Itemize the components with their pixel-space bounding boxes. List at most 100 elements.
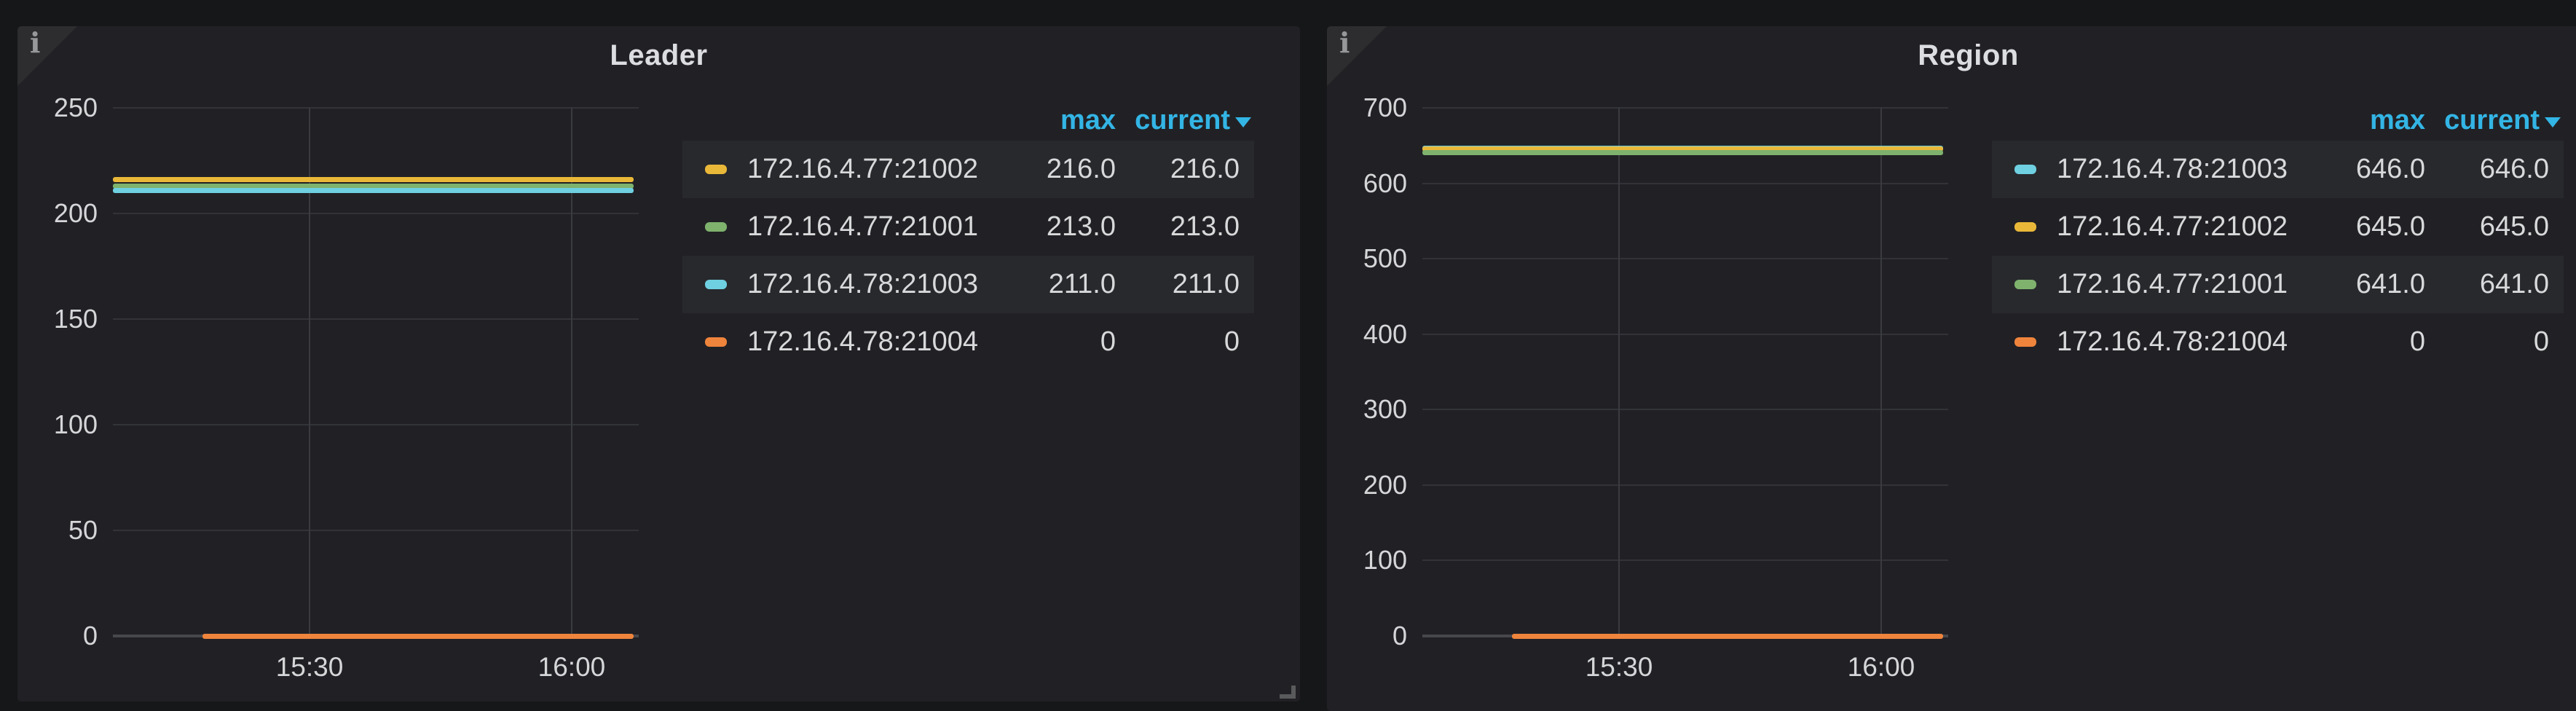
y-axis-tick-label: 200 <box>53 198 98 228</box>
legend-sort-column-current[interactable]: current <box>2425 105 2561 136</box>
legend-max-value: 0 <box>2409 326 2425 357</box>
grid-line-horizontal <box>1422 559 1948 562</box>
legend: max current 172.16.4.77:21002 216.0 216.0 172… <box>682 102 1254 371</box>
legend-sort-column-max[interactable]: max <box>1060 104 1116 135</box>
y-axis-tick-label: 0 <box>1392 621 1407 651</box>
grid-line-horizontal <box>113 424 639 425</box>
legend-current-value: 641.0 <box>2479 269 2549 299</box>
series-line <box>1422 146 1943 152</box>
grid-line-horizontal <box>1422 258 1948 260</box>
legend-series-swatch[interactable] <box>705 280 727 289</box>
legend-series-swatch[interactable] <box>705 222 727 232</box>
grid-line-horizontal <box>1422 484 1948 486</box>
legend-sort-column-max[interactable]: max <box>2369 104 2425 135</box>
legend-current-value: 216.0 <box>1170 154 1240 184</box>
series-line <box>113 187 634 193</box>
legend-max-value: 646.0 <box>2355 154 2425 184</box>
legend-series-swatch[interactable] <box>2014 222 2036 232</box>
panel-title[interactable]: Leader <box>610 39 708 71</box>
grid-line-vertical <box>1880 108 1882 636</box>
legend-current-value: 0 <box>1224 326 1240 357</box>
legend-row: 172.16.4.77:21002 645.0 645.0 <box>1992 198 2564 256</box>
series-line <box>113 177 634 183</box>
legend-max-value: 641.0 <box>2355 269 2425 299</box>
grid-line-horizontal <box>113 530 639 531</box>
grid-line-vertical <box>570 108 572 636</box>
y-axis-tick-label: 150 <box>53 304 98 334</box>
legend-max-value: 645.0 <box>2355 211 2425 242</box>
y-axis-tick-label: 0 <box>82 621 98 651</box>
legend-row: 172.16.4.77:21001 213.0 213.0 <box>682 198 1254 256</box>
panel-info-corner[interactable] <box>17 26 77 86</box>
legend-max-value: 211.0 <box>1048 269 1116 299</box>
legend-series-label[interactable]: 172.16.4.78:21003 <box>747 269 978 299</box>
x-axis-tick-label: 16:00 <box>537 652 606 682</box>
x-axis-tick-label: 15:30 <box>275 652 344 682</box>
chart-plot[interactable]: 0 50 100 150 200 250 15:30 16:00 <box>17 26 1300 702</box>
y-axis-tick-label: 100 <box>53 409 98 439</box>
x-axis-tick-label: 16:00 <box>1847 652 1915 682</box>
grid-line-horizontal <box>1422 333 1948 335</box>
grid-line-horizontal <box>1422 409 1948 411</box>
resize-handle-icon[interactable] <box>1280 686 1296 699</box>
grid-line-horizontal <box>1422 182 1948 184</box>
grid-line-horizontal <box>113 213 639 214</box>
y-axis-tick-label: 250 <box>53 93 98 122</box>
legend-current-value: 211.0 <box>1172 269 1240 299</box>
y-axis-tick-label: 600 <box>1363 168 1407 198</box>
legend-row: 172.16.4.78:21003 646.0 646.0 <box>1992 141 2564 198</box>
legend: max current 172.16.4.78:21003 646.0 646.0 172… <box>1992 102 2564 371</box>
y-axis-tick-label: 400 <box>1363 318 1407 349</box>
legend-current-value: 213.0 <box>1170 211 1240 242</box>
legend-series-label[interactable]: 172.16.4.77:21002 <box>2057 211 2288 242</box>
legend-row: 172.16.4.78:21004 0 0 <box>682 313 1254 371</box>
series-line <box>1422 149 1943 155</box>
y-axis-tick-label: 50 <box>68 515 98 545</box>
legend-max-value: 216.0 <box>1046 154 1116 184</box>
legend-row: 172.16.4.78:21004 0 0 <box>1992 313 2564 371</box>
info-icon: i <box>30 26 41 59</box>
info-icon: i <box>1339 26 1350 59</box>
legend-series-swatch[interactable] <box>705 337 727 347</box>
legend-row: 172.16.4.77:21001 641.0 641.0 <box>1992 256 2564 313</box>
chart-plot[interactable]: 0 100 200 300 400 500 600 700 15:30 16:00 <box>1327 26 2576 711</box>
legend-series-label[interactable]: 172.16.4.78:21004 <box>747 326 978 357</box>
grid-line-horizontal <box>113 318 639 320</box>
legend-current-value: 645.0 <box>2479 211 2549 242</box>
sort-caret-icon <box>2545 117 2561 127</box>
y-axis-tick-label: 200 <box>1363 469 1407 500</box>
legend-max-value: 0 <box>1100 326 1116 357</box>
legend-series-swatch[interactable] <box>2014 337 2036 347</box>
sort-caret-icon <box>1235 117 1251 127</box>
legend-header: max current <box>1992 102 2564 138</box>
series-line <box>202 633 634 639</box>
legend-series-label[interactable]: 172.16.4.77:21002 <box>747 154 978 184</box>
legend-current-value: 0 <box>2533 326 2549 357</box>
y-axis-tick-label: 100 <box>1363 545 1407 576</box>
panel-leader: i Leader 0 50 100 150 200 250 15:30 16:00 max cu… <box>17 26 1300 702</box>
grid-line-vertical <box>309 108 311 636</box>
legend-series-swatch[interactable] <box>2014 165 2036 174</box>
legend-series-swatch[interactable] <box>2014 280 2036 289</box>
legend-series-label[interactable]: 172.16.4.78:21004 <box>2057 326 2288 357</box>
legend-series-label[interactable]: 172.16.4.77:21001 <box>2057 269 2288 299</box>
panel-region: i Region 0 100 200 300 400 500 600 700 15:30 16:0… <box>1327 26 2576 711</box>
y-axis-tick-label: 500 <box>1363 243 1407 274</box>
legend-series-swatch[interactable] <box>705 165 727 174</box>
legend-row: 172.16.4.78:21003 211.0 211.0 <box>682 256 1254 313</box>
panel-info-corner[interactable] <box>1327 26 1387 86</box>
legend-row: 172.16.4.77:21002 216.0 216.0 <box>682 141 1254 198</box>
y-axis-tick-label: 700 <box>1363 93 1407 122</box>
x-axis-tick-label: 15:30 <box>1585 652 1653 682</box>
legend-max-value: 213.0 <box>1046 211 1116 242</box>
legend-sort-column-current[interactable]: current <box>1116 105 1251 136</box>
legend-current-value: 646.0 <box>2479 154 2549 184</box>
legend-series-label[interactable]: 172.16.4.77:21001 <box>747 211 978 242</box>
grid-line-horizontal <box>1422 107 1948 109</box>
legend-header: max current <box>682 102 1254 138</box>
series-line <box>1511 633 1943 639</box>
legend-series-label[interactable]: 172.16.4.78:21003 <box>2057 154 2288 184</box>
y-axis-tick-label: 300 <box>1363 394 1407 425</box>
series-line <box>113 183 634 189</box>
panel-title[interactable]: Region <box>1918 39 2019 71</box>
